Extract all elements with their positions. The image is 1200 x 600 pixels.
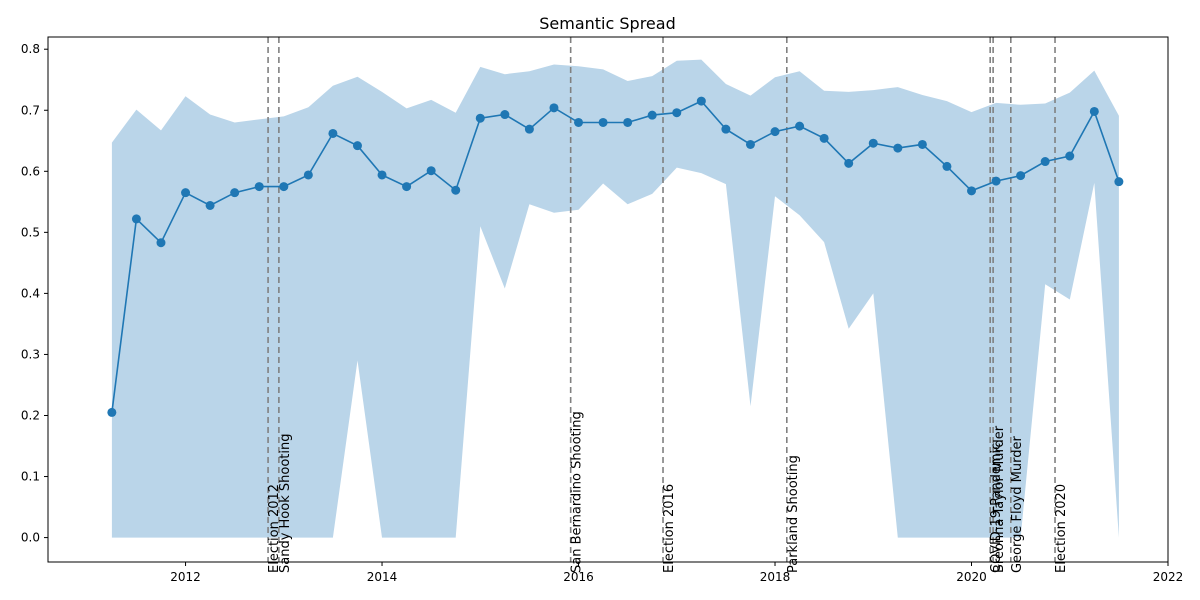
- confidence-band: [111, 59, 1119, 538]
- y-tick-label: 0.0: [21, 531, 40, 545]
- y-tick-label: 0.6: [21, 164, 40, 178]
- data-point: [500, 110, 510, 120]
- event-label: George Floyd Murder: [1010, 436, 1025, 573]
- y-tick-label: 0.2: [21, 408, 40, 422]
- series-points-layer: [107, 96, 1124, 417]
- data-point: [1016, 171, 1026, 181]
- data-point: [1114, 177, 1124, 187]
- plot-frame: [47, 36, 1169, 563]
- data-point: [156, 238, 166, 248]
- x-tick-label: 2020: [956, 570, 987, 584]
- event-label: Election 2012: [267, 484, 282, 573]
- data-point: [279, 182, 289, 192]
- data-point: [181, 188, 191, 198]
- y-tick-label: 0.7: [21, 103, 40, 117]
- y-tick-label: 0.5: [21, 225, 40, 239]
- data-point: [967, 186, 977, 196]
- data-point: [598, 117, 608, 127]
- confidence-band-layer: [111, 59, 1119, 538]
- data-point: [475, 113, 485, 123]
- axes-layer: 2012 2014 2016 2018 2020 2022 0.0 0.1 0.2 0.3 0.4 0…: [21, 36, 1184, 584]
- event-lines-layer: [267, 37, 1056, 562]
- data-point: [574, 117, 584, 127]
- data-point: [107, 407, 117, 417]
- data-point: [745, 139, 755, 149]
- data-point: [1040, 157, 1050, 167]
- chart-title: Semantic Spread: [539, 14, 675, 33]
- data-point: [721, 124, 731, 134]
- event-label: Sandy Hook Shooting: [278, 434, 293, 573]
- data-point: [402, 182, 412, 192]
- data-point: [131, 214, 141, 224]
- x-tick-label: 2018: [760, 570, 791, 584]
- data-point: [1065, 151, 1075, 161]
- event-label: Election 2020: [1054, 484, 1069, 573]
- data-point: [205, 200, 215, 210]
- event-label: COVID-19 Pandemic: [989, 443, 1004, 573]
- data-point: [991, 176, 1001, 186]
- x-tick-label: 2022: [1153, 570, 1184, 584]
- data-point: [696, 96, 706, 106]
- data-point: [893, 143, 903, 153]
- data-point: [917, 139, 927, 149]
- data-point: [328, 128, 338, 138]
- data-point: [844, 158, 854, 168]
- x-tick-label: 2014: [367, 570, 398, 584]
- data-point: [770, 127, 780, 137]
- event-label: Parkland Shooting: [786, 455, 801, 573]
- x-tick-label: 2012: [170, 570, 201, 584]
- y-tick-label: 0.8: [21, 42, 40, 56]
- data-point: [254, 182, 264, 192]
- data-point: [549, 103, 559, 113]
- y-tick-label: 0.3: [21, 347, 40, 361]
- event-label: Election 2016: [662, 484, 677, 573]
- data-point: [623, 117, 633, 127]
- data-point: [230, 188, 240, 198]
- y-tick-label: 0.4: [21, 286, 40, 300]
- event-label: San Bernardino Shooting: [570, 411, 585, 573]
- data-point: [524, 124, 534, 134]
- y-tick-label: 0.1: [21, 470, 40, 484]
- x-tick-label: 2016: [563, 570, 594, 584]
- data-point: [647, 110, 657, 120]
- data-point: [377, 170, 387, 180]
- data-point: [672, 108, 682, 118]
- data-point: [303, 170, 313, 180]
- data-point: [942, 161, 952, 171]
- data-point: [795, 121, 805, 131]
- data-point: [352, 141, 362, 151]
- data-point: [426, 166, 436, 176]
- event-label: Breonna Taylor Murder: [992, 425, 1007, 573]
- data-point: [1089, 106, 1099, 116]
- data-point: [819, 133, 829, 143]
- data-point: [868, 138, 878, 148]
- data-point: [451, 185, 461, 195]
